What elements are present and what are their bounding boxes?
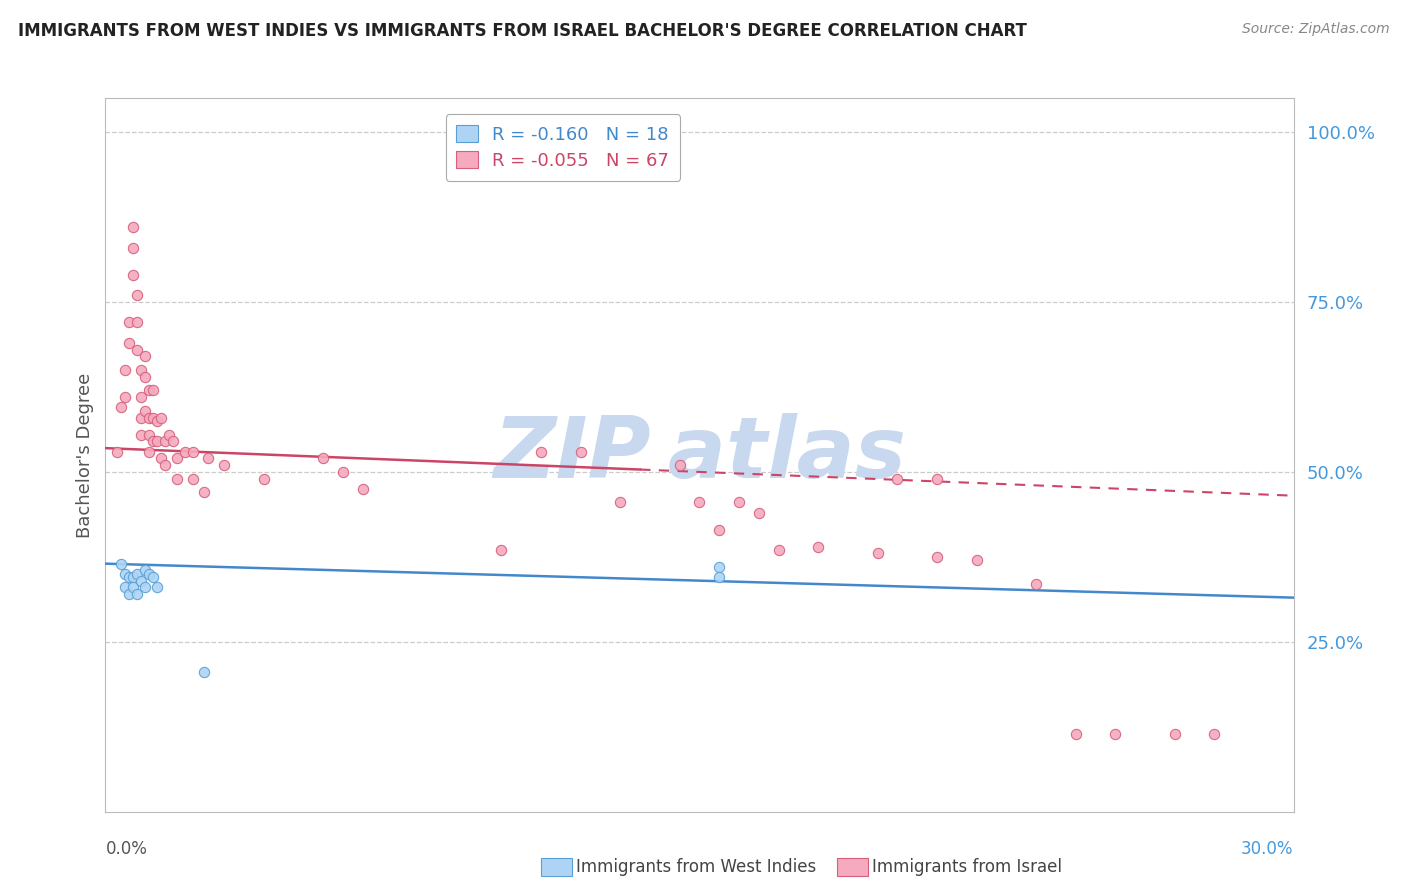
Point [142,384,165,398]
Point [122,581,145,595]
Point [110,401,132,415]
Point [162,434,184,449]
Point [1025,577,1047,591]
Point [157,427,180,442]
Point [689,495,711,509]
Text: Source: ZipAtlas.com: Source: ZipAtlas.com [1241,22,1389,37]
Point [118,587,141,601]
Point [966,553,988,567]
Point [253,472,276,486]
Point [114,363,136,377]
Point [1164,726,1187,740]
Point [197,451,219,466]
Point [122,570,145,584]
Point [138,384,160,398]
Point [181,472,204,486]
Text: 0.0%: 0.0% [105,840,148,858]
Point [142,410,165,425]
Text: Immigrants from West Indies: Immigrants from West Indies [576,858,817,876]
Point [709,560,731,574]
Point [114,581,136,595]
Point [134,581,156,595]
Point [127,288,149,302]
Point [1064,726,1087,740]
Point [142,434,165,449]
Point [118,315,141,329]
Point [668,458,690,472]
Point [129,410,152,425]
Point [142,570,165,584]
Point [138,444,160,458]
Point [491,543,513,558]
Point [312,451,335,466]
Point [149,451,172,466]
Point [134,564,156,578]
Point [214,458,236,472]
Point [129,427,152,442]
Text: ZIP atlas: ZIP atlas [494,413,905,497]
Point [866,546,889,560]
Point [332,465,354,479]
Point [925,549,948,564]
Point [166,451,188,466]
Point [193,665,215,680]
Point [122,220,145,235]
Text: 30.0%: 30.0% [1241,840,1294,858]
Point [134,369,156,384]
Point [138,566,160,581]
Point [925,472,948,486]
Point [118,335,141,350]
Point [748,506,770,520]
Point [146,581,169,595]
Point [146,414,169,428]
Point [127,587,149,601]
Point [166,472,188,486]
Point [114,566,136,581]
Text: Immigrants from Israel: Immigrants from Israel [872,858,1062,876]
Y-axis label: Bachelor's Degree: Bachelor's Degree [76,372,94,538]
Point [129,574,152,588]
Point [153,434,176,449]
Point [127,566,149,581]
Point [181,444,204,458]
Point [138,427,160,442]
Point [807,540,830,554]
Point [127,343,149,357]
Point [1204,726,1226,740]
Point [709,523,731,537]
Point [122,241,145,255]
Point [105,444,128,458]
Point [114,390,136,404]
Point [146,434,169,449]
Point [569,444,592,458]
Point [530,444,553,458]
Legend: R = -0.160   N = 18, R = -0.055   N = 67: R = -0.160 N = 18, R = -0.055 N = 67 [446,114,681,181]
Point [110,557,132,571]
Point [709,570,731,584]
Point [134,350,156,364]
Point [768,543,790,558]
Point [728,495,751,509]
Point [122,268,145,282]
Point [127,315,149,329]
Point [129,390,152,404]
Point [153,458,176,472]
Point [1104,726,1126,740]
Point [193,485,215,500]
Point [118,570,141,584]
Point [134,403,156,417]
Point [173,444,195,458]
Point [138,410,160,425]
Point [149,410,172,425]
Point [886,472,908,486]
Point [609,495,631,509]
Text: IMMIGRANTS FROM WEST INDIES VS IMMIGRANTS FROM ISRAEL BACHELOR'S DEGREE CORRELAT: IMMIGRANTS FROM WEST INDIES VS IMMIGRANT… [18,22,1028,40]
Point [352,482,374,496]
Point [129,363,152,377]
